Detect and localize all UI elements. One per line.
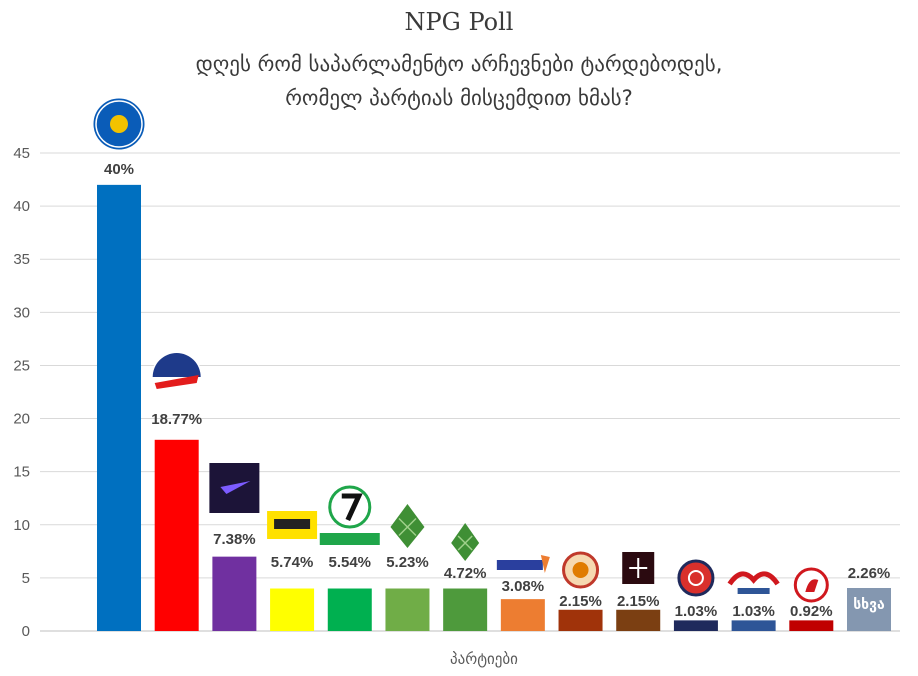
y-tick-label: 25 [13,357,30,374]
bar [731,620,776,631]
data-label: 40% [104,161,134,178]
party-logo [319,485,380,545]
bar [212,556,257,631]
data-label: 5.54% [328,554,371,571]
data-label: 5.74% [271,554,314,571]
other-badge: სხვა [847,588,891,618]
y-tick-label: 40 [13,198,30,215]
bar [673,620,718,631]
party-logo [90,95,148,153]
data-label: 1.03% [732,603,775,620]
party-logo [451,523,480,561]
data-label: 2.15% [617,593,660,610]
bar [385,588,430,631]
data-label: 5.23% [386,554,429,571]
data-label: 2.26% [848,565,891,582]
bar [558,609,603,631]
data-label: 4.72% [444,565,487,582]
bar [443,588,488,631]
party-logos: სხვა [90,95,891,618]
party-logo [793,567,829,603]
party-logo [209,463,260,513]
x-axis-label: პარტიები [450,650,518,668]
party-logo [622,552,655,584]
data-labels: 40% 18.77% 7.38% 5.74% 5.54% 5.23% 4.72% 3.08% 2… [104,161,890,620]
y-tick-label: 45 [13,145,30,162]
data-label: 7.38% [213,531,256,548]
bar [270,588,315,631]
bars [97,184,891,631]
party-logo [496,555,550,573]
data-label: 3.08% [502,578,545,595]
bar [500,599,545,631]
bar [616,609,661,631]
bar [789,620,834,631]
bar [97,184,141,631]
party-logo [727,571,780,594]
data-label: 0.92% [790,603,833,620]
chart-subtitle-line-1: დღეს რომ საპარლამენტო არჩევნები ტარდებოდ… [195,52,723,76]
party-logo [677,559,715,597]
party-logo [151,351,203,403]
y-tick-label: 30 [13,304,30,321]
y-tick-label: 10 [13,517,30,534]
other-badge-label: სხვა [853,597,885,613]
bar [327,588,372,631]
party-logo [562,551,600,589]
data-label: 2.15% [559,593,602,610]
chart-subtitle-line-2: რომელ პარტიას მისცემდით ხმას? [285,86,633,110]
bar [154,439,199,631]
party-logo [390,504,425,548]
data-label: 18.77% [151,411,202,428]
y-axis-ticks: 0 5 10 15 20 25 30 35 40 45 [13,145,30,640]
party-logo [267,511,318,539]
chart-title: NPG Poll [404,8,514,36]
data-label: 1.03% [675,603,718,620]
y-tick-label: 20 [13,411,30,428]
y-tick-label: 5 [22,570,30,587]
y-tick-label: 15 [13,464,30,481]
y-tick-label: 35 [13,251,30,268]
y-tick-label: 0 [22,623,30,640]
